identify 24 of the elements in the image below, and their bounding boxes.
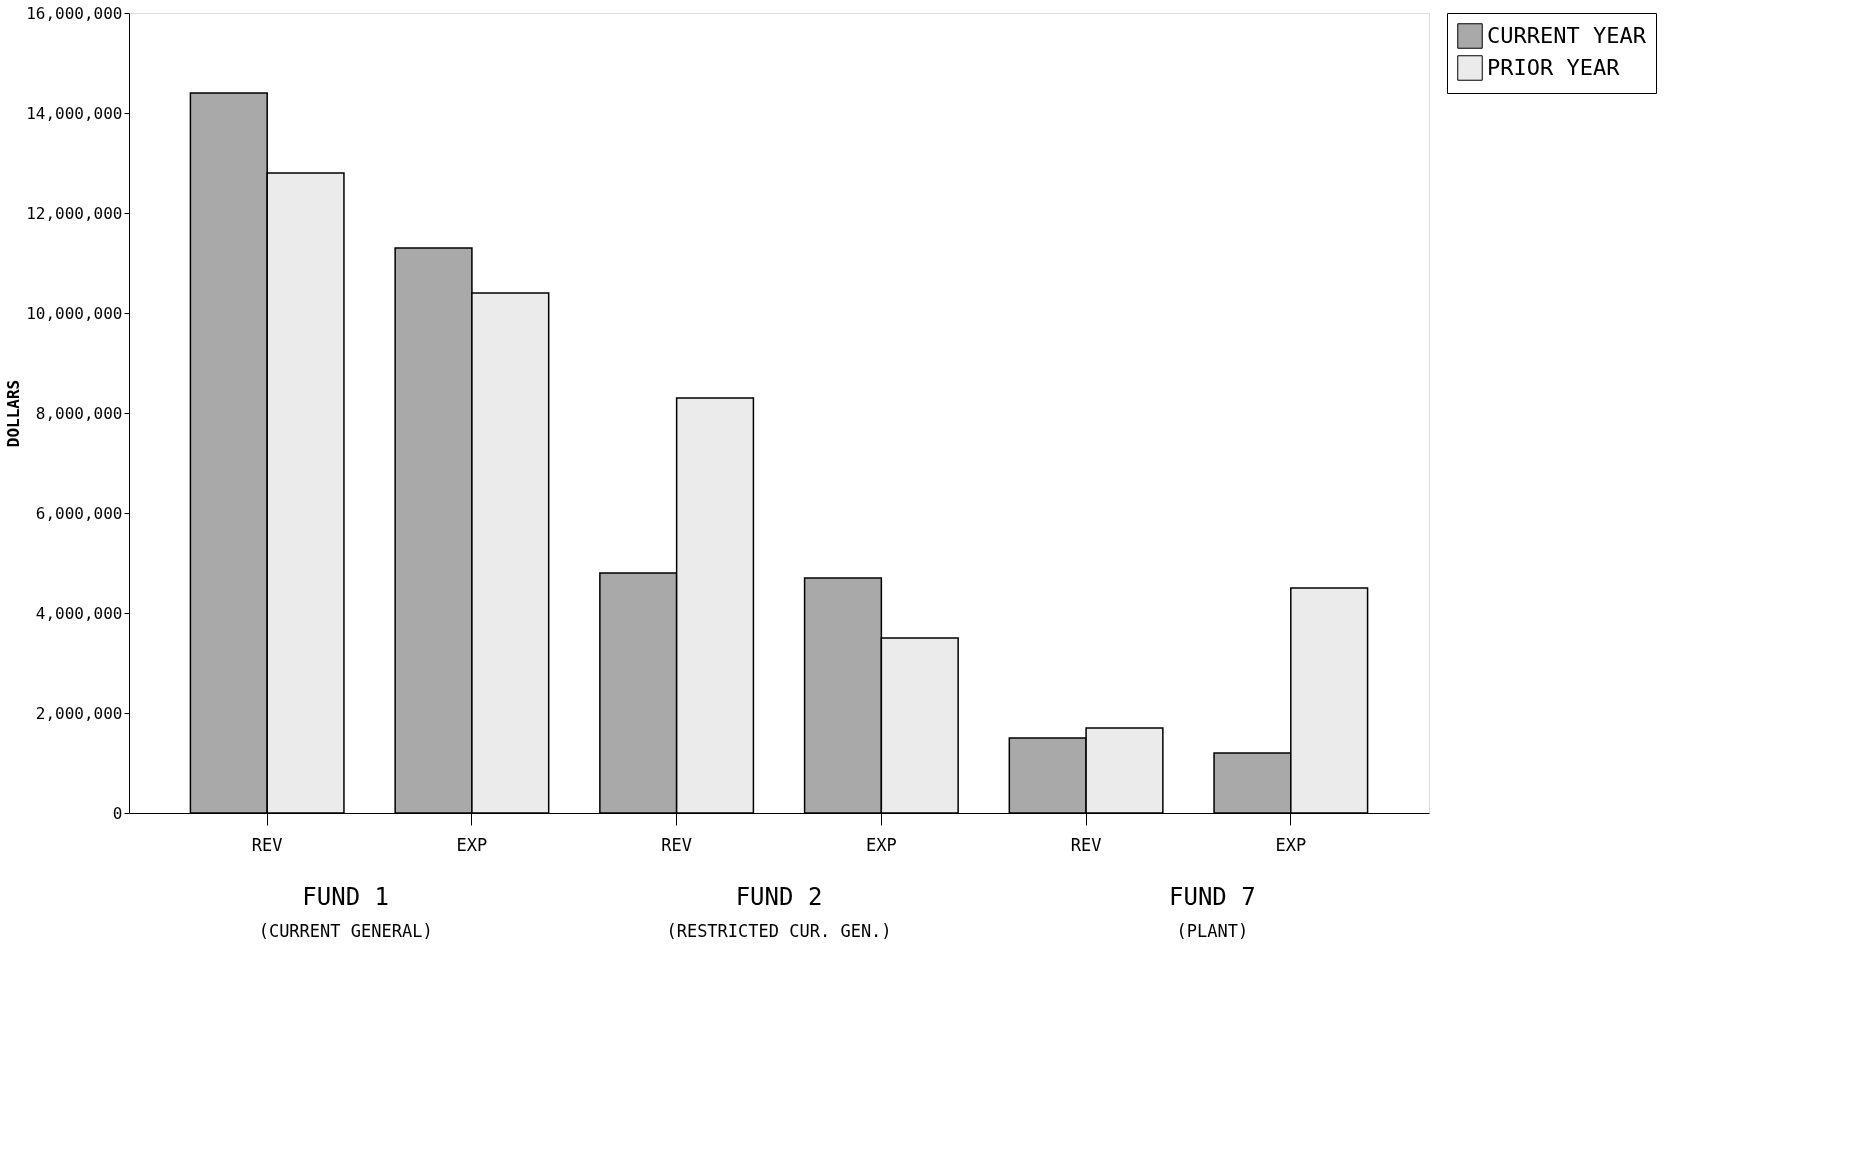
x-tick-label: EXP <box>866 834 897 855</box>
legend-label: PRIOR YEAR <box>1487 55 1621 80</box>
x-tick-label: EXP <box>456 834 488 855</box>
y-tick-label: 16,000,000 <box>26 3 123 23</box>
y-axis-title: DOLLARS <box>4 379 24 448</box>
x-tick-label: REV <box>251 834 283 855</box>
y-tick-label: 6,000,000 <box>35 503 123 523</box>
y-tick-label: 14,000,000 <box>26 103 123 123</box>
x-tick-label: REV <box>1070 834 1102 855</box>
x-tick-label: EXP <box>1275 834 1307 855</box>
text: FUND 1 <box>302 883 390 911</box>
y-tick-label: 8,000,000 <box>35 403 123 423</box>
x-tick-label: REV <box>661 834 692 855</box>
y-tick-label: 2,000,000 <box>35 703 123 723</box>
y-tick-label: 0 <box>112 803 123 823</box>
text: FUND 7 <box>1168 883 1256 911</box>
text: (CURRENT GENERAL) <box>258 921 433 941</box>
text: (RESTRICTED CUR. GEN.) <box>666 921 892 941</box>
text: FUND 2 <box>735 883 823 911</box>
y-tick-label: 12,000,000 <box>26 203 123 223</box>
text: (PLANT) <box>1176 921 1249 941</box>
y-tick-label: 4,000,000 <box>35 603 123 623</box>
y-tick-label: 10,000,000 <box>26 303 123 323</box>
legend-label: CURRENT YEAR <box>1487 23 1647 48</box>
